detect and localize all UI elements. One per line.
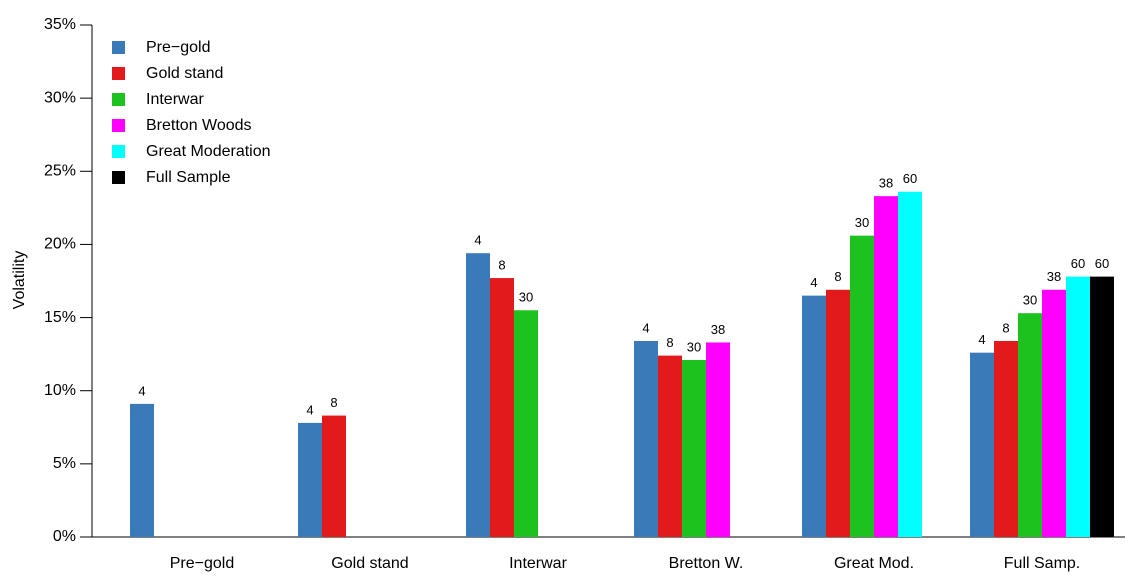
y-tick-label: 15%: [44, 309, 76, 326]
x-tick-label: Gold stand: [331, 555, 408, 572]
x-tick-label: Great Mod.: [834, 555, 914, 572]
bar: [322, 415, 346, 537]
bar: [1018, 313, 1042, 537]
y-tick-label: 10%: [44, 382, 76, 399]
bar: [898, 191, 922, 537]
bar: [130, 403, 154, 537]
bar: [826, 289, 850, 537]
legend-label: Great Moderation: [146, 143, 271, 160]
bar-count-label: 4: [138, 383, 145, 398]
bar-count-label: 60: [903, 171, 917, 186]
bar-count-label: 4: [810, 275, 817, 290]
bar-count-label: 8: [666, 335, 673, 350]
bar-count-label: 4: [642, 320, 649, 335]
bar: [682, 359, 706, 537]
bar-count-label: 8: [330, 395, 337, 410]
x-tick-label: Bretton W.: [669, 555, 744, 572]
bar: [1066, 276, 1090, 537]
bar: [994, 340, 1018, 537]
bar-count-label: 30: [1023, 293, 1037, 308]
bar-count-label: 30: [687, 339, 701, 354]
y-tick-label: 25%: [44, 163, 76, 180]
legend-label: Full Sample: [146, 169, 231, 186]
legend-swatch: [112, 93, 125, 106]
legend-swatch: [112, 171, 125, 184]
bar: [850, 235, 874, 537]
bar-count-label: 60: [1095, 256, 1109, 271]
y-tick-label: 20%: [44, 236, 76, 253]
bar-count-label: 30: [855, 215, 869, 230]
bar: [634, 340, 658, 537]
legend-label: Pre−gold: [146, 39, 211, 56]
y-tick-label: 0%: [53, 528, 76, 545]
bar-count-label: 38: [879, 176, 893, 191]
bar: [970, 352, 994, 537]
legend-swatch: [112, 145, 125, 158]
legend-label: Gold stand: [146, 65, 223, 82]
bar: [1090, 276, 1114, 537]
bar-count-label: 4: [978, 332, 985, 347]
bar-count-label: 8: [1002, 320, 1009, 335]
bar-count-label: 4: [474, 233, 481, 248]
bar: [658, 355, 682, 537]
bar: [490, 278, 514, 537]
x-tick-label: Pre−gold: [170, 555, 235, 572]
bar-count-label: 30: [519, 290, 533, 305]
bar: [466, 253, 490, 537]
bar-count-label: 38: [711, 322, 725, 337]
bar-count-label: 60: [1071, 256, 1085, 271]
bar-count-label: 38: [1047, 269, 1061, 284]
bar-count-label: 8: [498, 258, 505, 273]
bar: [802, 295, 826, 537]
y-axis-title: Volatility: [11, 251, 28, 310]
x-tick-label: Full Samp.: [1004, 555, 1080, 572]
y-tick-label: 35%: [44, 16, 76, 33]
legend-label: Interwar: [146, 91, 204, 108]
y-tick-label: 30%: [44, 89, 76, 106]
legend-swatch: [112, 119, 125, 132]
legend-label: Bretton Woods: [146, 117, 252, 134]
bar: [706, 342, 730, 537]
bar: [514, 310, 538, 537]
legend-swatch: [112, 67, 125, 80]
legend-swatch: [112, 41, 125, 54]
bar: [1042, 289, 1066, 537]
bar-count-label: 4: [306, 402, 313, 417]
bar-count-label: 8: [834, 269, 841, 284]
x-tick-label: Interwar: [509, 555, 567, 572]
bar: [874, 196, 898, 537]
bar: [298, 422, 322, 537]
y-tick-label: 5%: [53, 455, 76, 472]
